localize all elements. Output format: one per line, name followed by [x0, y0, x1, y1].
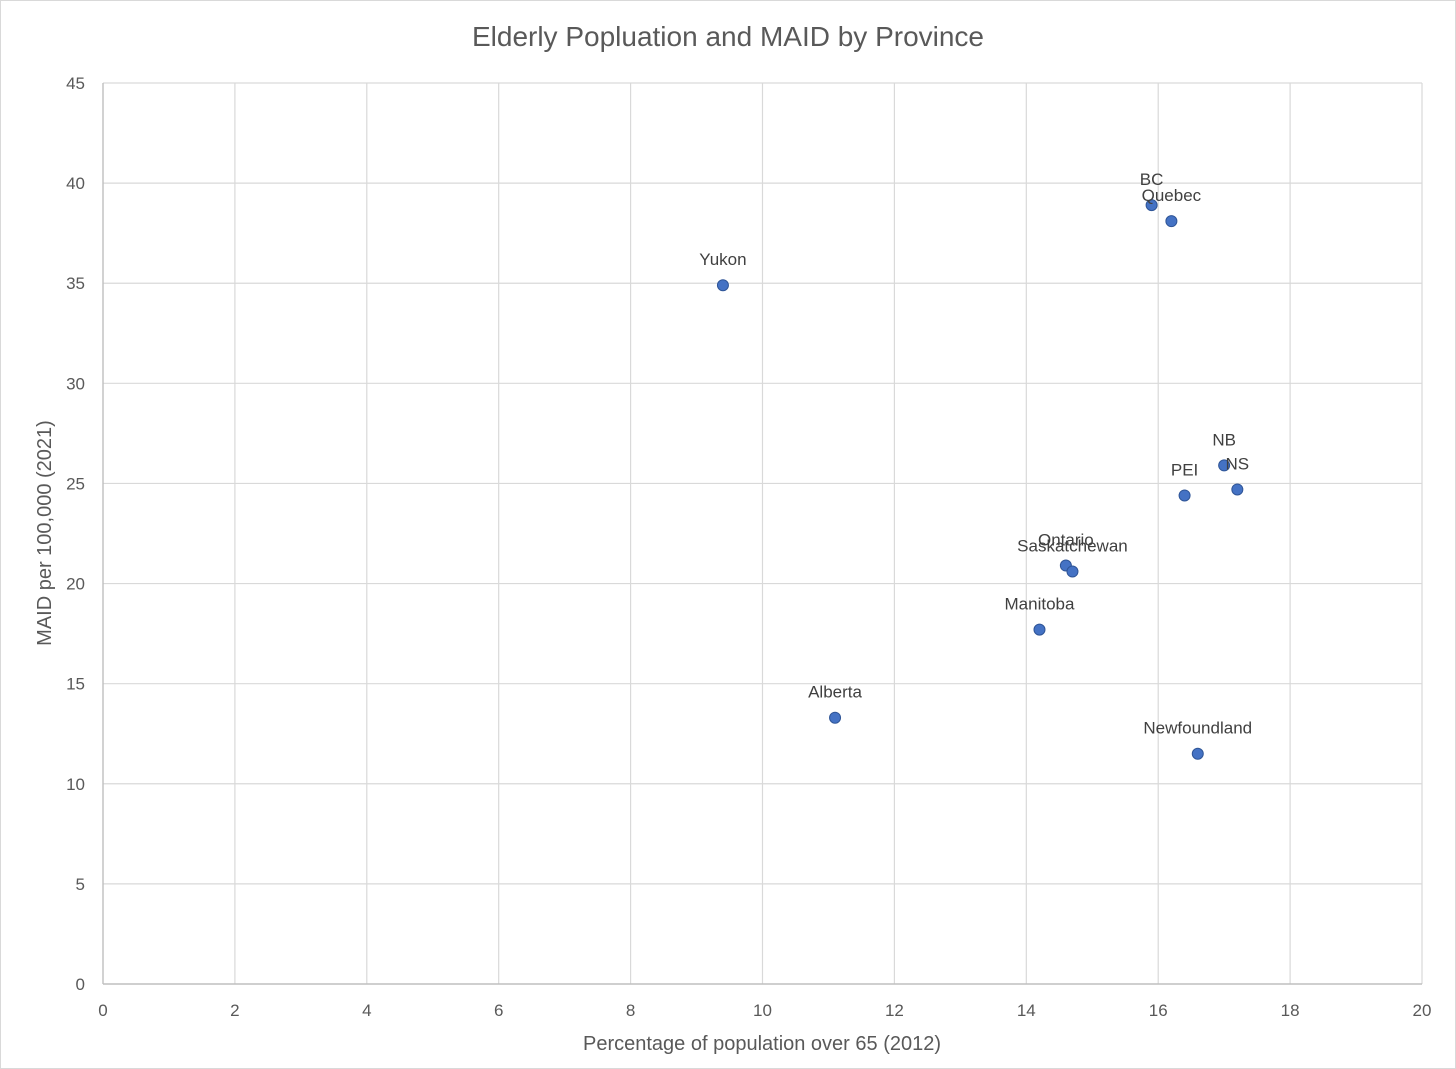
y-tick-label: 40: [66, 174, 85, 193]
data-label: Ontario: [1038, 531, 1094, 550]
data-label: Quebec: [1142, 186, 1202, 205]
y-tick-label: 0: [76, 975, 85, 994]
data-label: Manitoba: [1005, 595, 1075, 614]
chart-title: Elderly Popluation and MAID by Province: [472, 21, 984, 52]
data-label: Saskatchewan: [1017, 537, 1128, 556]
x-tick-label: 12: [885, 1001, 904, 1020]
data-label: PEI: [1171, 460, 1198, 479]
x-tick-label: 6: [494, 1001, 503, 1020]
data-point: [1178, 489, 1191, 502]
data-point: [1165, 215, 1178, 228]
data-label: Yukon: [699, 250, 746, 269]
y-tick-label: 20: [66, 575, 85, 594]
data-point: [1066, 565, 1079, 578]
data-point: [829, 711, 842, 724]
data-label: Newfoundland: [1143, 719, 1252, 738]
data-label: NS: [1226, 454, 1250, 473]
data-point: [716, 279, 729, 292]
y-tick-label: 25: [66, 474, 85, 493]
data-point: [1191, 747, 1204, 760]
axes: [102, 83, 1422, 985]
x-tick-label: 2: [230, 1001, 239, 1020]
y-tick-label: 35: [66, 274, 85, 293]
x-tick-label: 0: [98, 1001, 107, 1020]
x-axis-title: Percentage of population over 65 (2012): [583, 1033, 941, 1055]
x-tick-label: 10: [753, 1001, 772, 1020]
tick-labels: 0 2 4 6 8 10 12 14 16 18 20 0 5 10 15 20 25 30 35 40 45: [66, 74, 1431, 1020]
x-tick-label: 4: [362, 1001, 371, 1020]
data-point: [1231, 483, 1244, 496]
y-axis-title: MAID per 100,000 (2021): [34, 420, 56, 646]
data-label: Alberta: [808, 683, 862, 702]
data-label: NB: [1212, 430, 1236, 449]
data-point: [1033, 623, 1046, 636]
data-points: [716, 199, 1244, 760]
data-point: [1218, 459, 1231, 472]
x-tick-label: 14: [1017, 1001, 1036, 1020]
y-tick-label: 45: [66, 74, 85, 93]
x-tick-label: 20: [1413, 1001, 1432, 1020]
data-label: BC: [1140, 170, 1164, 189]
x-tick-label: 16: [1149, 1001, 1168, 1020]
x-tick-label: 8: [626, 1001, 635, 1020]
y-tick-label: 30: [66, 374, 85, 393]
grid-lines: [103, 82, 1423, 984]
y-tick-label: 10: [66, 775, 85, 794]
data-point: [1145, 199, 1158, 212]
y-tick-label: 15: [66, 675, 85, 694]
y-tick-label: 5: [76, 875, 85, 894]
x-tick-label: 18: [1281, 1001, 1300, 1020]
